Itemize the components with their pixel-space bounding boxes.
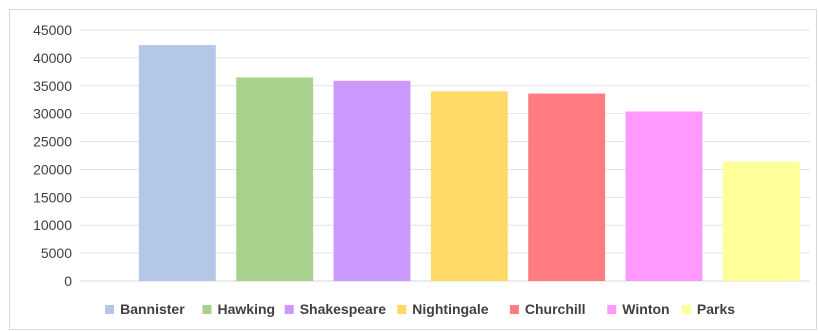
y-tick-label: 0 [64, 273, 72, 289]
y-tick-label: 15000 [33, 189, 72, 205]
bar-bannister [138, 45, 216, 282]
bar-parks [722, 161, 800, 281]
y-tick-label: 25000 [33, 134, 72, 150]
bar-chart: 0 5000 10000 15000 20000 25000 30000 35000 40000… [33, 22, 810, 317]
y-tick-label: 5000 [41, 245, 72, 261]
legend-swatch-parks [681, 305, 691, 314]
y-tick-label: 45000 [33, 22, 72, 38]
legend-swatch-shakespeare [284, 305, 294, 314]
y-tick-label: 30000 [33, 106, 72, 122]
bar-winton [625, 111, 703, 282]
legend-swatch-hawking [202, 305, 212, 314]
legend: Bannister Hawking Shakespeare Nightingale Ch… [105, 301, 735, 317]
y-tick-label: 35000 [33, 78, 72, 94]
legend-label-hawking: Hawking [218, 301, 276, 317]
bars [138, 45, 800, 282]
legend-label-nightingale: Nightingale [412, 301, 488, 317]
y-tick-label: 40000 [33, 50, 72, 66]
legend-label-bannister: Bannister [120, 301, 185, 317]
y-tick-label: 20000 [33, 161, 72, 177]
legend-swatch-nightingale [397, 305, 407, 314]
legend-label-parks: Parks [697, 301, 735, 317]
y-tick-label: 10000 [33, 217, 72, 233]
legend-swatch-winton [607, 305, 617, 314]
legend-label-shakespeare: Shakespeare [300, 301, 387, 317]
bar-churchill [528, 93, 606, 281]
legend-swatch-churchill [509, 305, 519, 314]
chart-frame: 0 5000 10000 15000 20000 25000 30000 35000 40000… [9, 9, 817, 330]
legend-swatch-bannister [105, 305, 115, 314]
legend-label-winton: Winton [622, 301, 669, 317]
bar-nightingale [430, 91, 508, 281]
y-axis: 0 5000 10000 15000 20000 25000 30000 35000 40000… [33, 22, 72, 289]
bar-hawking [236, 77, 314, 282]
legend-label-churchill: Churchill [525, 301, 586, 317]
bar-shakespeare [333, 80, 411, 281]
